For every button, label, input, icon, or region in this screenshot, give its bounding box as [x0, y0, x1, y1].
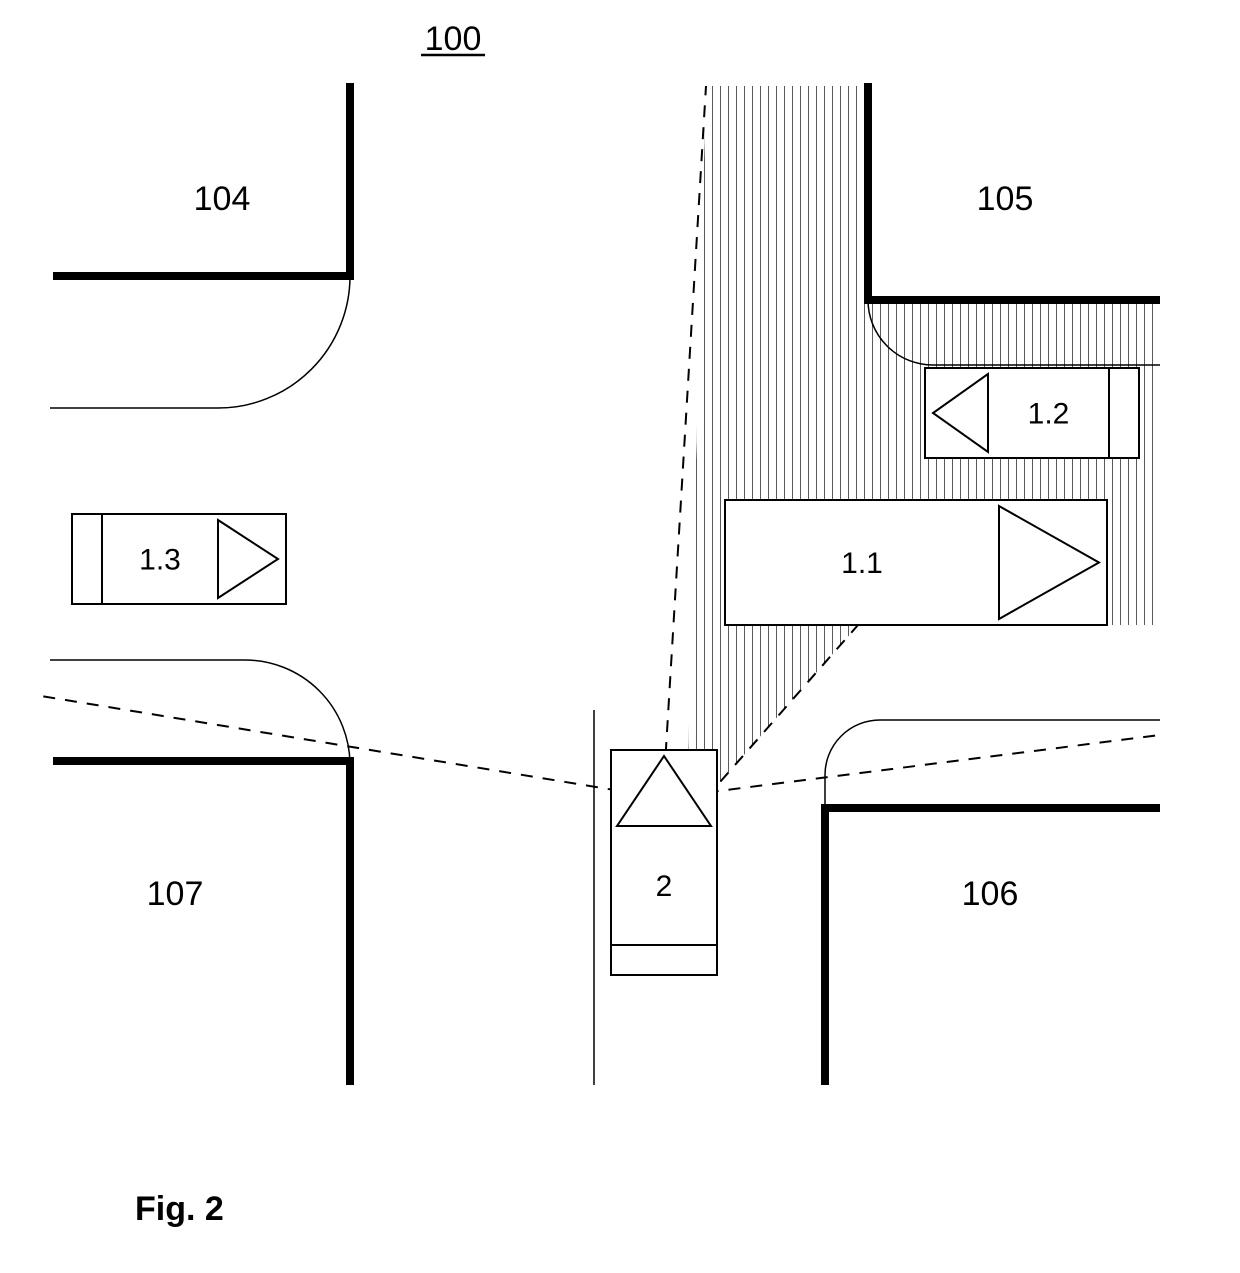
- block-label-105: 105: [977, 180, 1034, 218]
- vehicle-label: 2: [656, 870, 673, 903]
- vehicle-v11: 1.1: [725, 500, 1107, 625]
- vehicle-label: 1.1: [841, 547, 883, 580]
- vehicle-v12: 1.2: [925, 368, 1139, 458]
- vehicle-label: 1.2: [1028, 398, 1070, 431]
- vehicle-v13: 1.3: [72, 514, 286, 604]
- block-label-106: 106: [962, 875, 1019, 913]
- block-107-curb: [50, 660, 350, 1085]
- block-106-edge: [825, 808, 1160, 1085]
- block-107-edge: [53, 761, 350, 1085]
- vehicle-label: 1.3: [139, 544, 181, 577]
- diagram-title: 100: [425, 20, 482, 58]
- block-104-curb: [50, 83, 350, 408]
- figure-label: Fig. 2: [135, 1190, 224, 1228]
- block-label-104: 104: [194, 180, 251, 218]
- block-label-107: 107: [147, 875, 204, 913]
- vehicle-v2: 2: [611, 750, 717, 975]
